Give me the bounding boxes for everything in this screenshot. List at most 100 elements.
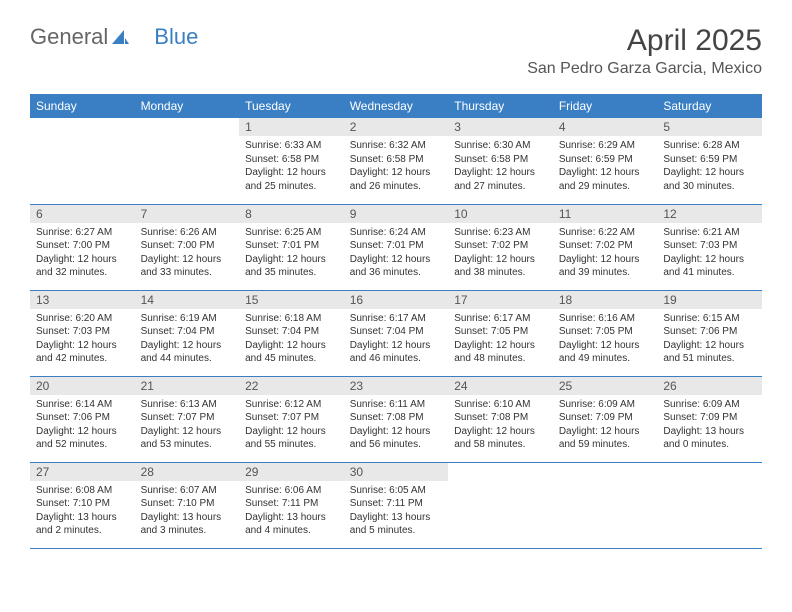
day-details: Sunrise: 6:20 AMSunset: 7:03 PMDaylight:…: [30, 309, 135, 371]
sunrise-text: Sunrise: 6:10 AM: [454, 398, 547, 412]
sunrise-text: Sunrise: 6:22 AM: [559, 226, 652, 240]
sunrise-text: Sunrise: 6:23 AM: [454, 226, 547, 240]
day-details: Sunrise: 6:27 AMSunset: 7:00 PMDaylight:…: [30, 223, 135, 285]
calendar-cell: 10Sunrise: 6:23 AMSunset: 7:02 PMDayligh…: [448, 204, 553, 290]
sunrise-text: Sunrise: 6:13 AM: [141, 398, 234, 412]
day-details: Sunrise: 6:18 AMSunset: 7:04 PMDaylight:…: [239, 309, 344, 371]
sunset-text: Sunset: 7:03 PM: [36, 325, 129, 339]
daylight-text: Daylight: 12 hours and 26 minutes.: [350, 166, 443, 193]
daylight-text: Daylight: 12 hours and 56 minutes.: [350, 425, 443, 452]
day-number: 12: [657, 205, 762, 223]
day-details: Sunrise: 6:21 AMSunset: 7:03 PMDaylight:…: [657, 223, 762, 285]
sunset-text: Sunset: 7:01 PM: [245, 239, 338, 253]
sunset-text: Sunset: 7:08 PM: [454, 411, 547, 425]
day-details: Sunrise: 6:15 AMSunset: 7:06 PMDaylight:…: [657, 309, 762, 371]
day-details: Sunrise: 6:29 AMSunset: 6:59 PMDaylight:…: [553, 136, 658, 198]
calendar-cell: 21Sunrise: 6:13 AMSunset: 7:07 PMDayligh…: [135, 376, 240, 462]
calendar-cell: 18Sunrise: 6:16 AMSunset: 7:05 PMDayligh…: [553, 290, 658, 376]
day-details: Sunrise: 6:26 AMSunset: 7:00 PMDaylight:…: [135, 223, 240, 285]
day-number: 5: [657, 118, 762, 136]
calendar-cell: 22Sunrise: 6:12 AMSunset: 7:07 PMDayligh…: [239, 376, 344, 462]
sunset-text: Sunset: 7:05 PM: [454, 325, 547, 339]
logo-text-1: General: [30, 24, 108, 50]
calendar-cell: 25Sunrise: 6:09 AMSunset: 7:09 PMDayligh…: [553, 376, 658, 462]
daylight-text: Daylight: 12 hours and 55 minutes.: [245, 425, 338, 452]
daylight-text: Daylight: 12 hours and 41 minutes.: [663, 253, 756, 280]
title-block: April 2025 San Pedro Garza Garcia, Mexic…: [527, 24, 762, 78]
sunrise-text: Sunrise: 6:18 AM: [245, 312, 338, 326]
sunrise-text: Sunrise: 6:27 AM: [36, 226, 129, 240]
calendar-cell: 12Sunrise: 6:21 AMSunset: 7:03 PMDayligh…: [657, 204, 762, 290]
sunset-text: Sunset: 7:06 PM: [36, 411, 129, 425]
daylight-text: Daylight: 13 hours and 2 minutes.: [36, 511, 129, 538]
day-number: 24: [448, 377, 553, 395]
sunrise-text: Sunrise: 6:26 AM: [141, 226, 234, 240]
sunrise-text: Sunrise: 6:08 AM: [36, 484, 129, 498]
weekday-header: Tuesday: [239, 94, 344, 118]
calendar-week-row: ....1Sunrise: 6:33 AMSunset: 6:58 PMDayl…: [30, 118, 762, 204]
calendar-week-row: 20Sunrise: 6:14 AMSunset: 7:06 PMDayligh…: [30, 376, 762, 462]
sunset-text: Sunset: 6:58 PM: [245, 153, 338, 167]
calendar-cell: 6Sunrise: 6:27 AMSunset: 7:00 PMDaylight…: [30, 204, 135, 290]
calendar-cell: 19Sunrise: 6:15 AMSunset: 7:06 PMDayligh…: [657, 290, 762, 376]
sunrise-text: Sunrise: 6:28 AM: [663, 139, 756, 153]
calendar-body: ....1Sunrise: 6:33 AMSunset: 6:58 PMDayl…: [30, 118, 762, 548]
daylight-text: Daylight: 12 hours and 33 minutes.: [141, 253, 234, 280]
weekday-header: Saturday: [657, 94, 762, 118]
day-number: 19: [657, 291, 762, 309]
day-details: Sunrise: 6:17 AMSunset: 7:05 PMDaylight:…: [448, 309, 553, 371]
day-details: Sunrise: 6:17 AMSunset: 7:04 PMDaylight:…: [344, 309, 449, 371]
day-details: Sunrise: 6:23 AMSunset: 7:02 PMDaylight:…: [448, 223, 553, 285]
sunrise-text: Sunrise: 6:17 AM: [454, 312, 547, 326]
day-details: Sunrise: 6:12 AMSunset: 7:07 PMDaylight:…: [239, 395, 344, 457]
daylight-text: Daylight: 12 hours and 49 minutes.: [559, 339, 652, 366]
daylight-text: Daylight: 12 hours and 25 minutes.: [245, 166, 338, 193]
calendar-cell: 1Sunrise: 6:33 AMSunset: 6:58 PMDaylight…: [239, 118, 344, 204]
sunrise-text: Sunrise: 6:20 AM: [36, 312, 129, 326]
daylight-text: Daylight: 12 hours and 58 minutes.: [454, 425, 547, 452]
daylight-text: Daylight: 12 hours and 59 minutes.: [559, 425, 652, 452]
calendar-cell: 17Sunrise: 6:17 AMSunset: 7:05 PMDayligh…: [448, 290, 553, 376]
sunrise-text: Sunrise: 6:19 AM: [141, 312, 234, 326]
sunset-text: Sunset: 6:58 PM: [350, 153, 443, 167]
day-number: 7: [135, 205, 240, 223]
weekday-header-row: Sunday Monday Tuesday Wednesday Thursday…: [30, 94, 762, 118]
day-number: 30: [344, 463, 449, 481]
day-number: 1: [239, 118, 344, 136]
calendar-cell: 20Sunrise: 6:14 AMSunset: 7:06 PMDayligh…: [30, 376, 135, 462]
logo-text-2: Blue: [154, 24, 198, 50]
sunrise-text: Sunrise: 6:29 AM: [559, 139, 652, 153]
weekday-header: Sunday: [30, 94, 135, 118]
daylight-text: Daylight: 12 hours and 48 minutes.: [454, 339, 547, 366]
daylight-text: Daylight: 12 hours and 39 minutes.: [559, 253, 652, 280]
sunrise-text: Sunrise: 6:07 AM: [141, 484, 234, 498]
calendar-cell: 27Sunrise: 6:08 AMSunset: 7:10 PMDayligh…: [30, 462, 135, 548]
day-details: Sunrise: 6:10 AMSunset: 7:08 PMDaylight:…: [448, 395, 553, 457]
calendar-cell: 4Sunrise: 6:29 AMSunset: 6:59 PMDaylight…: [553, 118, 658, 204]
calendar-cell: 26Sunrise: 6:09 AMSunset: 7:09 PMDayligh…: [657, 376, 762, 462]
daylight-text: Daylight: 12 hours and 38 minutes.: [454, 253, 547, 280]
calendar-cell: 16Sunrise: 6:17 AMSunset: 7:04 PMDayligh…: [344, 290, 449, 376]
day-details: Sunrise: 6:22 AMSunset: 7:02 PMDaylight:…: [553, 223, 658, 285]
sunset-text: Sunset: 6:59 PM: [663, 153, 756, 167]
daylight-text: Daylight: 13 hours and 4 minutes.: [245, 511, 338, 538]
calendar-cell: ..: [135, 118, 240, 204]
weekday-header: Thursday: [448, 94, 553, 118]
sunrise-text: Sunrise: 6:11 AM: [350, 398, 443, 412]
day-number: 25: [553, 377, 658, 395]
sunset-text: Sunset: 7:06 PM: [663, 325, 756, 339]
day-details: Sunrise: 6:09 AMSunset: 7:09 PMDaylight:…: [553, 395, 658, 457]
day-number: 2: [344, 118, 449, 136]
sunrise-text: Sunrise: 6:09 AM: [663, 398, 756, 412]
day-details: Sunrise: 6:07 AMSunset: 7:10 PMDaylight:…: [135, 481, 240, 543]
sunset-text: Sunset: 7:03 PM: [663, 239, 756, 253]
calendar-cell: 9Sunrise: 6:24 AMSunset: 7:01 PMDaylight…: [344, 204, 449, 290]
weekday-header: Friday: [553, 94, 658, 118]
day-details: Sunrise: 6:32 AMSunset: 6:58 PMDaylight:…: [344, 136, 449, 198]
day-details: Sunrise: 6:06 AMSunset: 7:11 PMDaylight:…: [239, 481, 344, 543]
calendar-cell: 24Sunrise: 6:10 AMSunset: 7:08 PMDayligh…: [448, 376, 553, 462]
sunrise-text: Sunrise: 6:30 AM: [454, 139, 547, 153]
calendar-cell: ..: [30, 118, 135, 204]
weekday-header: Monday: [135, 94, 240, 118]
month-title: April 2025: [527, 24, 762, 58]
